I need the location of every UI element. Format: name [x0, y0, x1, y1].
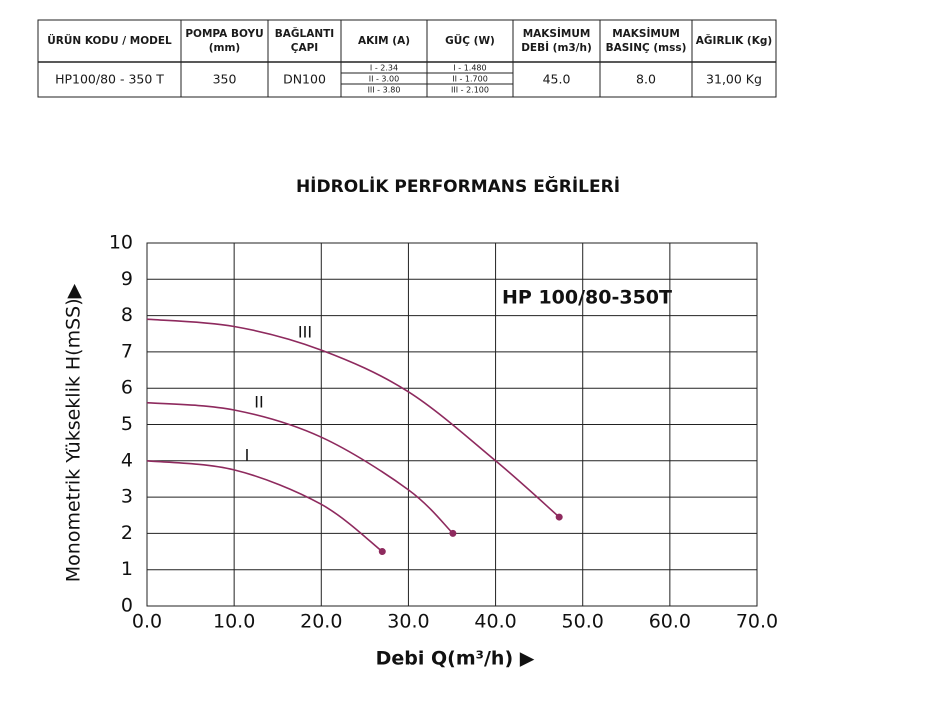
header-cell: BAĞLANTI — [275, 27, 334, 40]
annotation: HP 100/80-350T — [502, 287, 672, 309]
x-tick-label: 50.0 — [562, 611, 604, 633]
curve — [146, 318, 560, 518]
y-tick-label: 5 — [121, 413, 133, 435]
header-cell: (mm) — [209, 42, 240, 54]
series-label: III — [298, 323, 312, 342]
header-cell: ÇAPI — [291, 42, 318, 54]
header-cell: ÜRÜN KODU / MODEL — [47, 33, 172, 47]
y-tick-label: 0 — [121, 595, 133, 617]
y-tick-label: 3 — [121, 486, 133, 508]
data-cell: 8.0 — [636, 72, 656, 87]
plot-frame — [146, 242, 758, 607]
header-cell: AKIM (A) — [358, 35, 410, 47]
sub-cell: I - 2.34 — [370, 64, 398, 73]
sub-cell: II - 3.00 — [369, 75, 400, 84]
y-tick-label: 8 — [121, 304, 133, 326]
header-cell: MAKSİMUM — [523, 26, 591, 40]
y-tick-label: 2 — [121, 522, 133, 544]
data-cell: 31,00 Kg — [706, 72, 762, 87]
table-frame — [37, 19, 777, 98]
data-cell: 45.0 — [543, 72, 571, 87]
y-tick-label: 6 — [121, 377, 133, 399]
curve — [146, 460, 383, 553]
sub-cell: III - 2.100 — [451, 86, 489, 95]
x-tick-label: 70.0 — [736, 611, 778, 633]
sub-cell: III - 3.80 — [368, 86, 401, 95]
sub-cell: II - 1.700 — [452, 75, 488, 84]
header-cell: MAKSİMUM — [612, 26, 680, 40]
y-tick-label: 4 — [121, 449, 133, 471]
x-axis-label: Debi Q(m³/h) ▶ — [376, 648, 535, 670]
data-cell: 350 — [213, 72, 237, 87]
header-cell: BASINÇ (mss) — [606, 42, 687, 54]
end-point — [378, 548, 386, 556]
x-tick-label: 0.0 — [132, 611, 162, 633]
x-tick-label: 30.0 — [387, 611, 429, 633]
x-tick-label: 20.0 — [300, 611, 342, 633]
series-label: I — [245, 446, 250, 465]
header-cell: AĞIRLIK (Kg) — [696, 34, 772, 47]
y-tick-label: 10 — [109, 232, 133, 254]
series-label: II — [254, 393, 263, 412]
end-point — [555, 513, 563, 521]
header-cell: GÜÇ (W) — [445, 33, 495, 47]
curve — [146, 401, 454, 534]
data-cell: DN100 — [283, 72, 326, 87]
x-tick-label: 40.0 — [474, 611, 516, 633]
header-cell: DEBİ (m3/h) — [521, 40, 592, 54]
y-tick-label: 1 — [121, 558, 133, 580]
header-cell: POMPA BOYU — [185, 28, 263, 40]
y-axis-label: Monometrik Yükseklik H(mSS)▶ — [63, 283, 85, 582]
sub-cell: I - 1.480 — [453, 64, 486, 73]
chart-title: HİDROLİK PERFORMANS EĞRİLERİ — [296, 175, 620, 197]
y-tick-label: 9 — [121, 268, 133, 290]
y-tick-label: 7 — [121, 340, 133, 362]
data-cell: HP100/80 - 350 T — [55, 72, 164, 87]
x-tick-label: 60.0 — [649, 611, 691, 633]
end-point — [449, 529, 457, 537]
x-tick-label: 10.0 — [213, 611, 255, 633]
